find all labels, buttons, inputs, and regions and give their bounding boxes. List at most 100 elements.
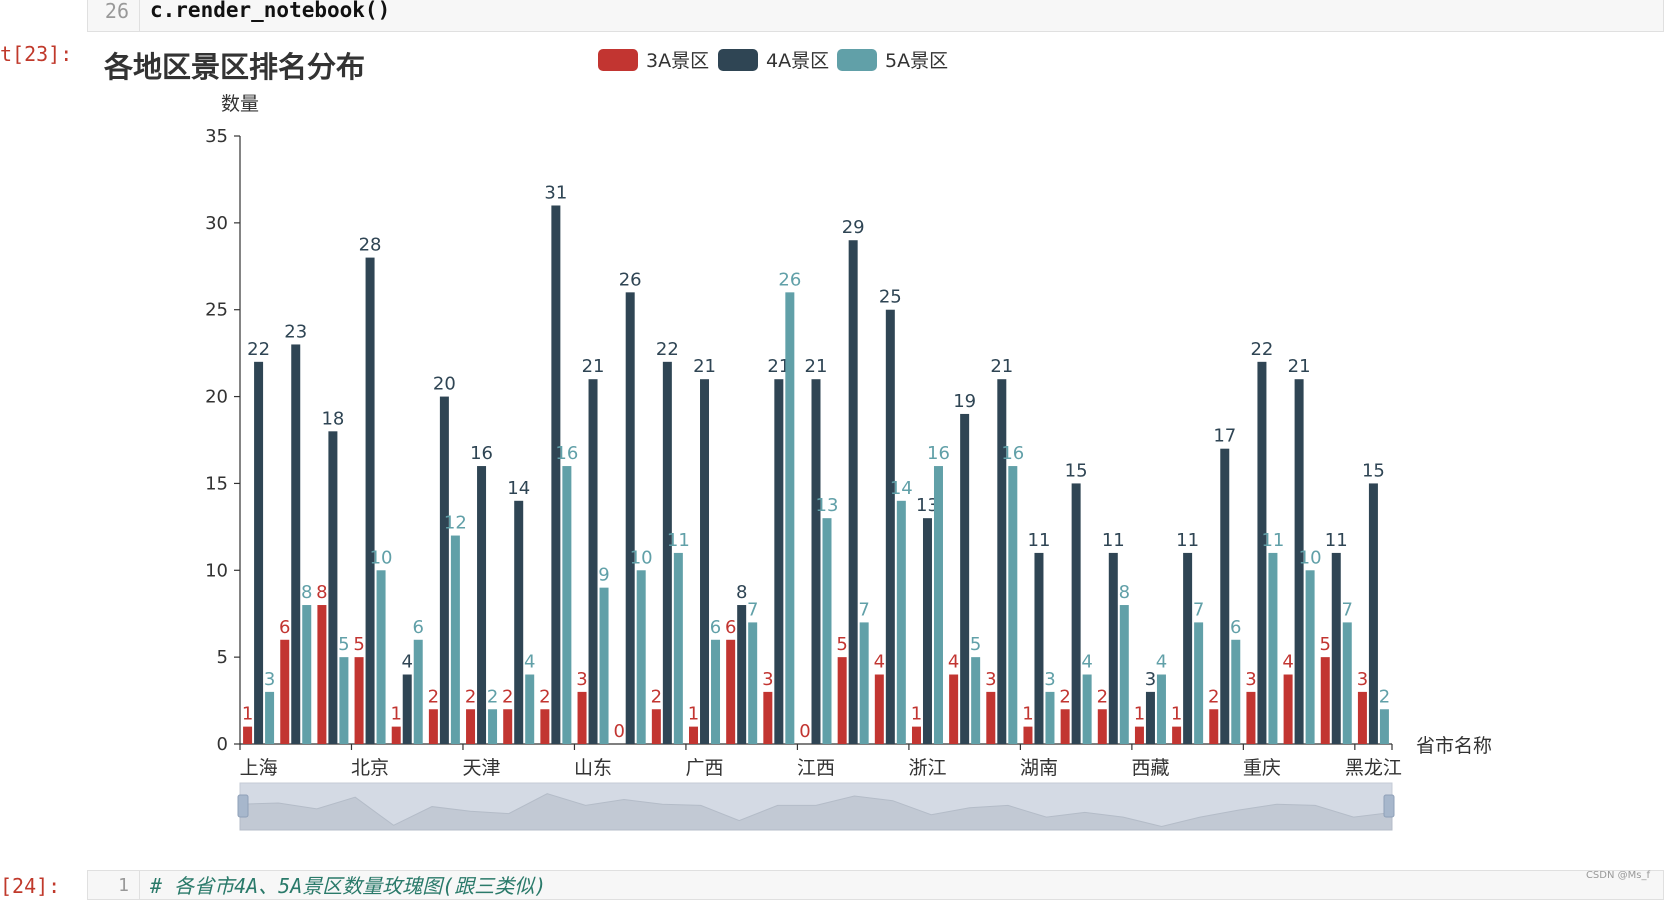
bar-4a[interactable] (291, 344, 301, 744)
bar-3a[interactable] (1134, 726, 1144, 744)
code-line[interactable]: c.render_notebook() (150, 0, 391, 22)
bar-3a[interactable] (874, 674, 884, 744)
bar-3a[interactable] (1283, 674, 1293, 744)
bar-4a[interactable] (402, 674, 412, 744)
bar-3a[interactable] (837, 657, 847, 744)
bar-5a[interactable] (711, 639, 721, 744)
bar-4a[interactable] (625, 292, 635, 744)
bar-4a[interactable] (477, 466, 487, 744)
bar-5a[interactable] (488, 709, 498, 744)
bar-5a[interactable] (339, 657, 349, 744)
bar-3a[interactable] (354, 657, 364, 744)
bar-3a[interactable] (243, 726, 253, 744)
bar-4a[interactable] (1108, 552, 1118, 744)
bar-4a[interactable] (1071, 483, 1081, 744)
bar-4a[interactable] (1331, 552, 1341, 744)
bar-5a[interactable] (859, 622, 869, 744)
bar-3a[interactable] (726, 639, 736, 744)
bar-3a[interactable] (1246, 691, 1256, 744)
bar-4a[interactable] (439, 396, 449, 744)
bar-5a[interactable] (1008, 466, 1018, 744)
bar-3a[interactable] (1023, 726, 1033, 744)
bar-5a[interactable] (636, 570, 646, 744)
bar-3a[interactable] (317, 605, 327, 744)
bar-4a[interactable] (1294, 379, 1304, 744)
bar-5a[interactable] (1045, 691, 1055, 744)
bar-3a[interactable] (949, 674, 959, 744)
bar-4a[interactable] (1183, 552, 1193, 744)
bar-4a[interactable] (551, 205, 561, 744)
bar-5a[interactable] (673, 552, 683, 744)
bar-5a[interactable] (1082, 674, 1092, 744)
bar-5a[interactable] (1194, 622, 1204, 744)
bar-4a[interactable] (774, 379, 784, 744)
bar-4a[interactable] (885, 309, 895, 744)
bar-3a[interactable] (540, 709, 550, 744)
legend-item-5a[interactable]: 5A景区 (837, 46, 948, 73)
bar-3a[interactable] (763, 691, 773, 744)
bar-4a[interactable] (1145, 691, 1155, 744)
datazoom-handle-right[interactable] (1383, 794, 1395, 818)
bar-4a[interactable] (365, 257, 375, 744)
bar-4a[interactable] (328, 431, 338, 744)
bar-5a[interactable] (1231, 639, 1241, 744)
code-cell-bottom[interactable]: 1 # 各省市4A、5A景区数量玫瑰图(跟三类似) (87, 870, 1664, 900)
bar-5a[interactable] (1342, 622, 1352, 744)
bar-3a[interactable] (1060, 709, 1070, 744)
bar-5a[interactable] (971, 657, 981, 744)
bar-5a[interactable] (1379, 709, 1389, 744)
bar-5a[interactable] (896, 500, 906, 744)
bar-5a[interactable] (450, 535, 460, 744)
bar-4a[interactable] (514, 500, 524, 744)
bar-3a[interactable] (651, 709, 661, 744)
bar-5a[interactable] (599, 587, 609, 744)
bar-4a[interactable] (1034, 552, 1044, 744)
bar-5a[interactable] (525, 674, 535, 744)
datazoom-handle-left[interactable] (237, 794, 249, 818)
bar-4a[interactable] (1220, 448, 1230, 744)
bar-5a[interactable] (302, 605, 312, 744)
bar-4a[interactable] (254, 361, 264, 744)
bar-3a[interactable] (911, 726, 921, 744)
bar-5a[interactable] (748, 622, 758, 744)
bar-5a[interactable] (822, 518, 832, 744)
bar-3a[interactable] (577, 691, 587, 744)
bar-3a[interactable] (503, 709, 513, 744)
bar-3a[interactable] (1320, 657, 1330, 744)
bar-3a[interactable] (391, 726, 401, 744)
bar-5a[interactable] (1305, 570, 1315, 744)
bar-4a[interactable] (700, 379, 710, 744)
bar-4a[interactable] (588, 379, 598, 744)
bar-3a[interactable] (280, 639, 290, 744)
bar-5a[interactable] (562, 466, 572, 744)
bar-5a[interactable] (933, 466, 943, 744)
bar-4a[interactable] (848, 240, 858, 744)
bar-4a[interactable] (922, 518, 932, 744)
bar-3a[interactable] (428, 709, 438, 744)
bar-4a[interactable] (662, 361, 672, 744)
code-comment[interactable]: # 各省市4A、5A景区数量玫瑰图(跟三类似) (150, 874, 547, 898)
bar-3a[interactable] (1097, 709, 1107, 744)
bar-4a[interactable] (1368, 483, 1378, 744)
legend-item-3a[interactable]: 3A景区 (598, 46, 709, 73)
bar-4a[interactable] (997, 379, 1007, 744)
bar-4a[interactable] (811, 379, 821, 744)
bar-3a[interactable] (986, 691, 996, 744)
bar-5a[interactable] (1268, 552, 1278, 744)
code-cell-top[interactable]: 26 c.render_notebook() (87, 0, 1664, 32)
bar-5a[interactable] (376, 570, 386, 744)
bar-3a[interactable] (466, 709, 476, 744)
bar-4a[interactable] (737, 605, 747, 744)
bar-3a[interactable] (1209, 709, 1219, 744)
bar-3a[interactable] (689, 726, 699, 744)
bar-4a[interactable] (960, 413, 970, 744)
bar-5a[interactable] (1119, 605, 1129, 744)
bar-5a[interactable] (413, 639, 423, 744)
legend-item-4a[interactable]: 4A景区 (718, 46, 829, 73)
bar-5a[interactable] (1156, 674, 1166, 744)
bar-3a[interactable] (1172, 726, 1182, 744)
bar-4a[interactable] (1257, 361, 1267, 744)
bar-3a[interactable] (1357, 691, 1367, 744)
bar-5a[interactable] (785, 292, 795, 744)
bar-5a[interactable] (265, 691, 275, 744)
